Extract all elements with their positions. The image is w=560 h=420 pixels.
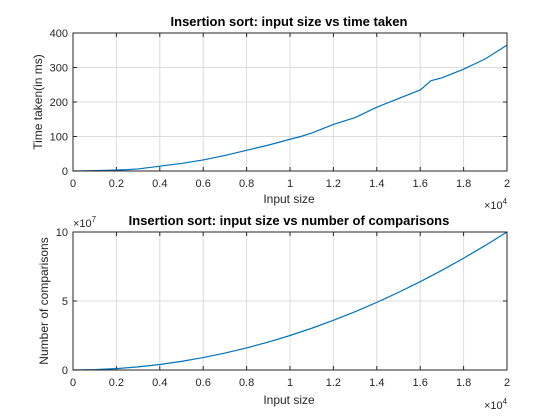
top-chart-x-tick-label: 2 (504, 178, 510, 190)
bottom-chart-x-axis-label: Input size (263, 393, 315, 407)
bottom-chart-x-tick-label: 1.2 (326, 377, 341, 389)
bottom-chart-x-tick-label: 0.4 (152, 377, 167, 389)
top-chart-x-tick-label: 0.6 (196, 178, 211, 190)
top-chart-x-tick-label: 1 (287, 178, 293, 190)
top-chart-x-tick-label: 0.2 (109, 178, 124, 190)
bottom-chart-grid (73, 232, 507, 370)
top-chart-x-tick-label: 1.4 (369, 178, 384, 190)
top-chart-x-multiplier: ×104 (484, 197, 508, 212)
top-chart-grid (73, 33, 507, 171)
bottom-chart-y-axis-label: Number of comparisons (37, 237, 51, 364)
top-chart-x-tick-label: 0.8 (239, 178, 254, 190)
bottom-chart-series (72, 231, 508, 371)
bottom-chart: Insertion sort: input size vs number of … (37, 213, 510, 412)
bottom-chart-x-tick-label: 1 (287, 377, 293, 389)
bottom-chart-x-tick-label: 0.8 (239, 377, 254, 389)
bottom-chart-y-multiplier: ×107 (73, 215, 97, 230)
top-chart-x-tick-label: 1.2 (326, 178, 341, 190)
bottom-chart-y-tick-label: 0 (62, 365, 68, 377)
bottom-chart-x-tick-label: 1.4 (369, 377, 384, 389)
top-chart-y-tick-label: 300 (50, 63, 68, 75)
top-chart-y-tick-label: 200 (50, 97, 68, 109)
top-chart-y-tick-labels: 0 100 200 300 400 (50, 28, 68, 178)
bottom-chart-x-tick-label: 0 (70, 377, 76, 389)
top-chart-frame (72, 32, 508, 172)
top-chart-x-tick-labels: 0 0.2 0.4 0.6 0.8 1 1.2 1.4 1.6 1.8 2 (70, 178, 510, 190)
top-chart-y-tick-label: 0 (62, 166, 68, 178)
top-chart-x-tick-label: 1.8 (456, 178, 471, 190)
bottom-chart-x-tick-label: 0.6 (196, 377, 211, 389)
top-chart-x-tick-label: 1.6 (413, 178, 428, 190)
top-chart-x-tick-label: 0 (70, 178, 76, 190)
bottom-chart-x-multiplier: ×104 (484, 397, 508, 412)
top-chart-title: Insertion sort: input size vs time taken (171, 14, 408, 29)
top-chart-series (72, 44, 508, 172)
bottom-chart-y-tick-labels: 0 5 10 (56, 227, 68, 377)
bottom-chart-y-tick-label: 10 (56, 227, 68, 239)
bottom-chart-x-tick-label: 1.6 (413, 377, 428, 389)
bottom-chart-frame (72, 231, 508, 371)
bottom-chart-x-tick-label: 2 (504, 377, 510, 389)
top-chart-y-tick-label: 400 (50, 28, 68, 40)
bottom-chart-y-tick-label: 5 (62, 296, 68, 308)
bottom-chart-x-tick-label: 0.2 (109, 377, 124, 389)
top-chart-y-tick-label: 100 (50, 132, 68, 144)
bottom-chart-x-tick-label: 1.8 (456, 377, 471, 389)
top-chart-x-axis-label: Input size (263, 192, 315, 206)
top-chart-series-line-0 (72, 44, 508, 172)
bottom-chart-title: Insertion sort: input size vs number of … (129, 213, 450, 228)
top-chart-y-axis-label: Time taken(in ms) (31, 54, 45, 150)
bottom-chart-series-line-0 (72, 231, 508, 371)
bottom-chart-x-tick-labels: 0 0.2 0.4 0.6 0.8 1 1.2 1.4 1.6 1.8 2 (70, 377, 510, 389)
top-chart: Insertion sort: input size vs time taken… (31, 14, 510, 212)
top-chart-x-tick-label: 0.4 (152, 178, 167, 190)
